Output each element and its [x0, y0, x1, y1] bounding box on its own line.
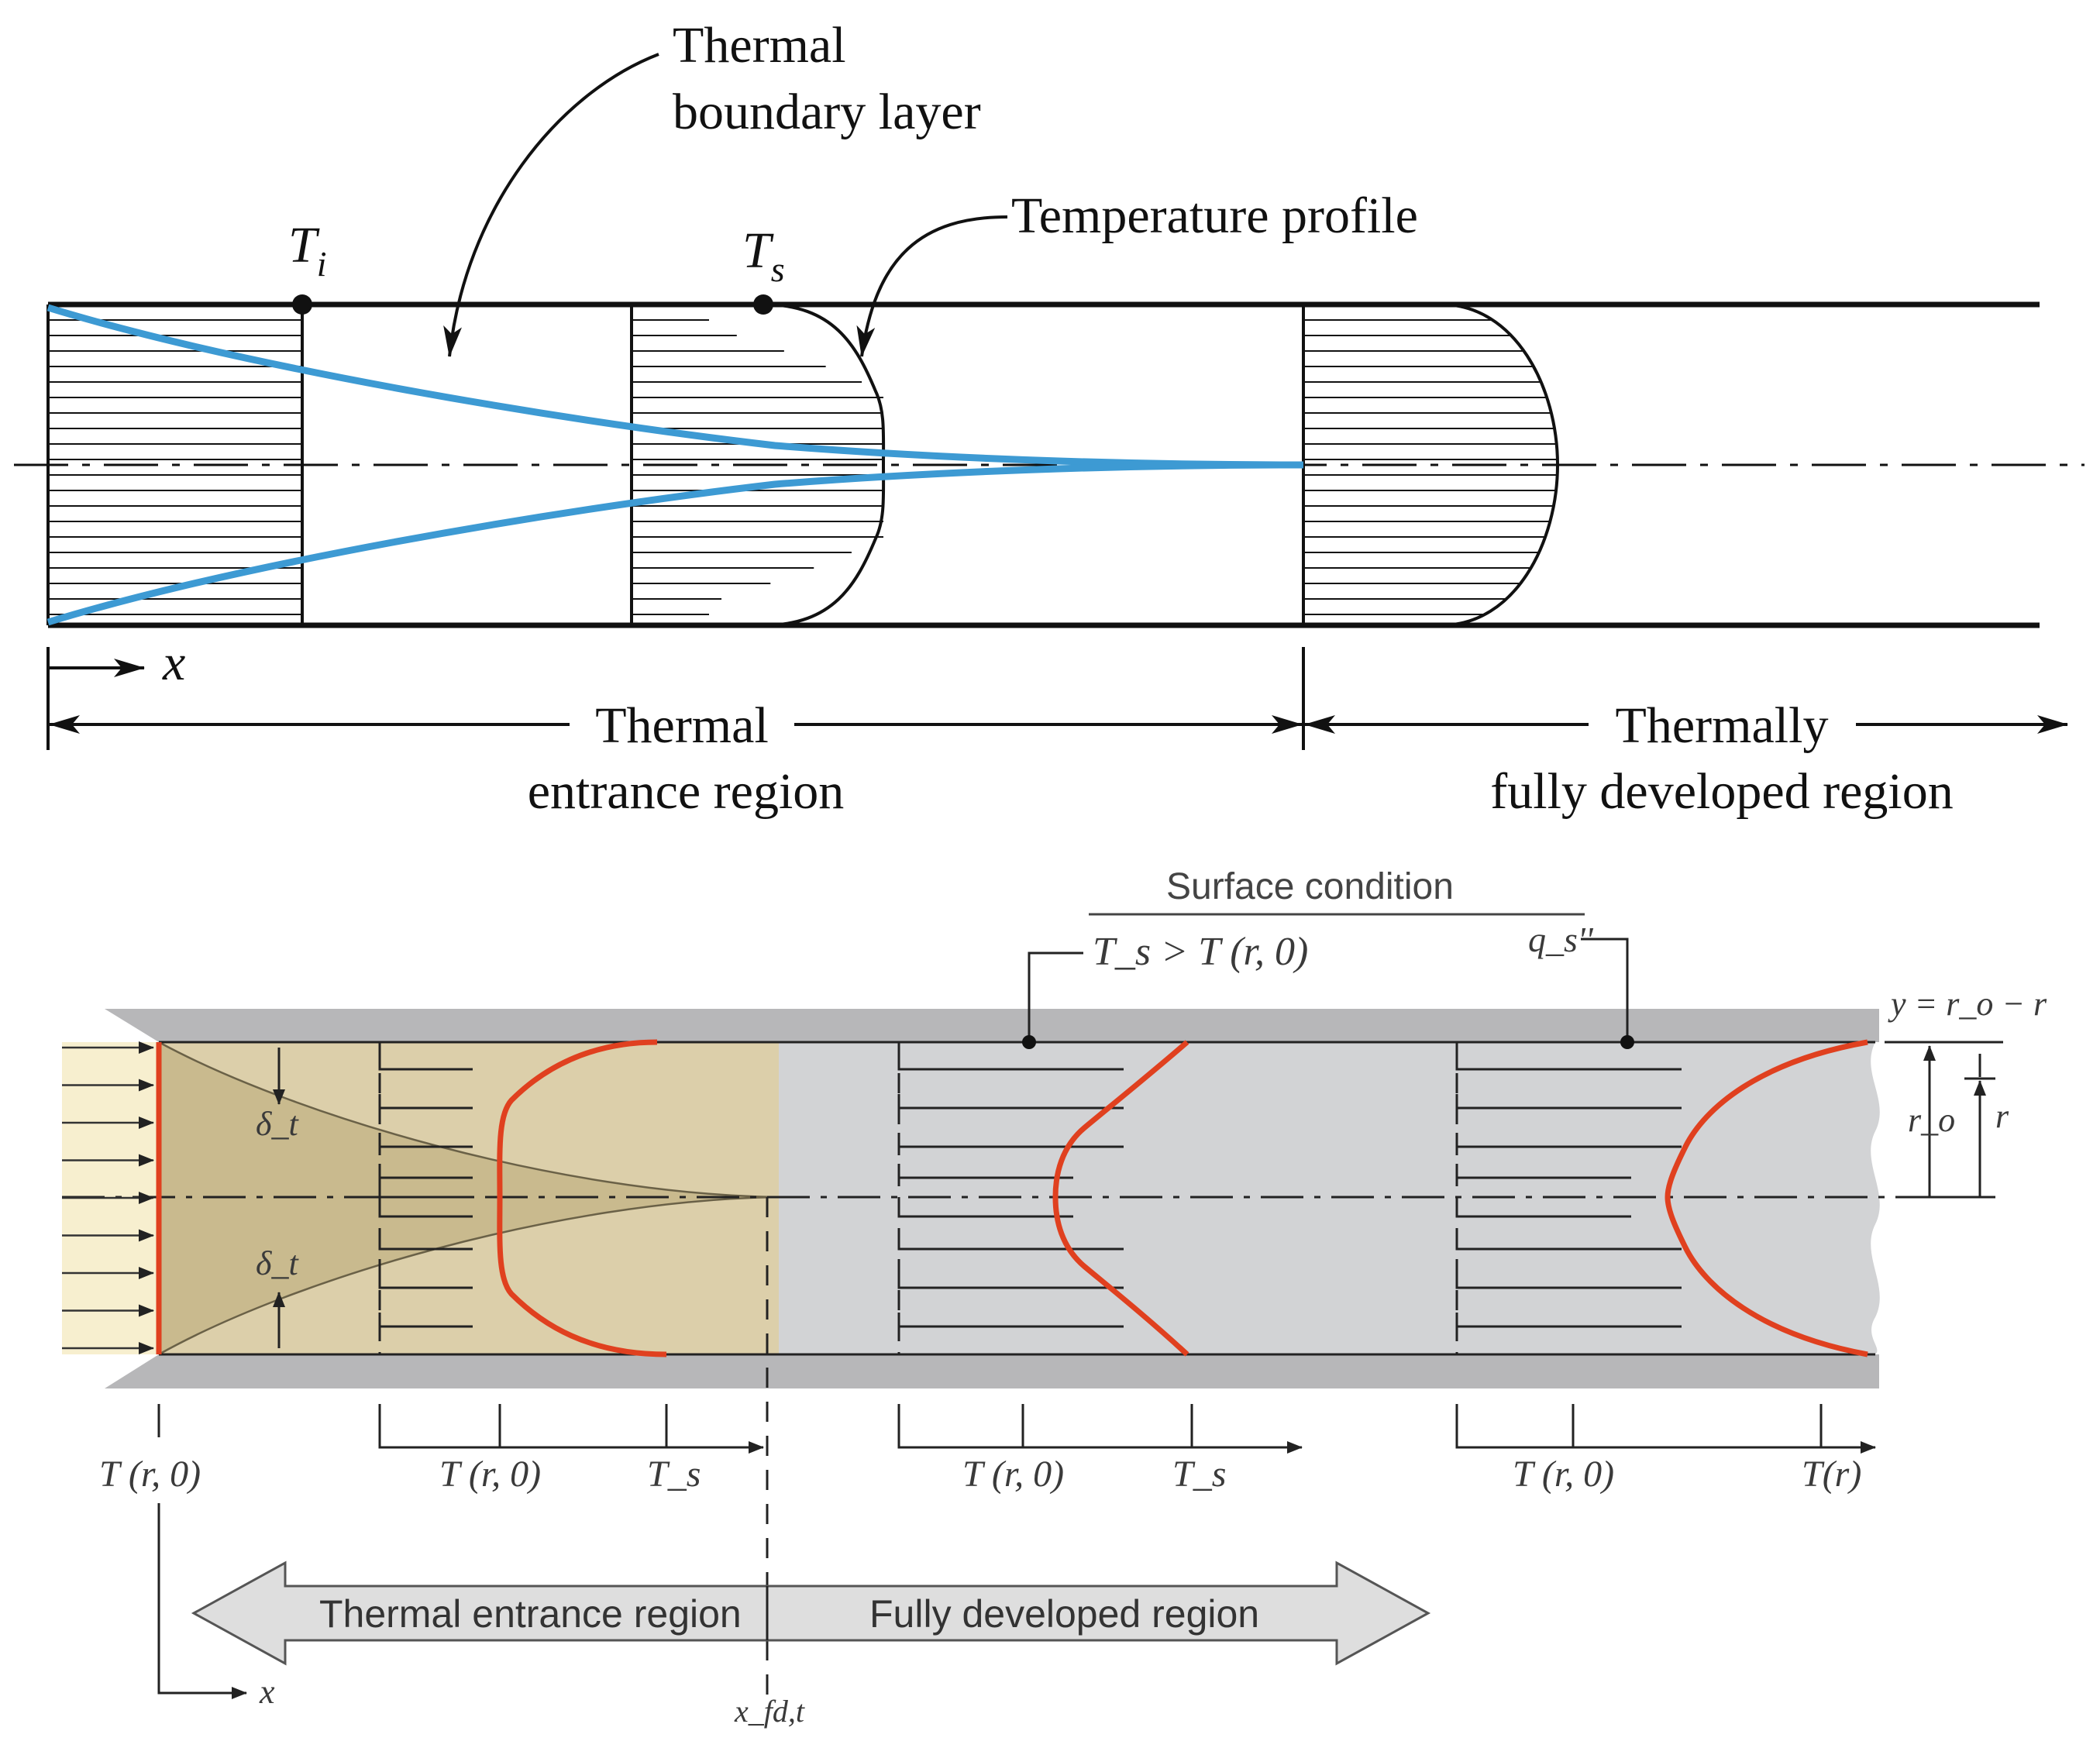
- inflow-arrows: [62, 1041, 154, 1354]
- profile-bar: [897, 1274, 1124, 1289]
- bottom-x-axis: [157, 1503, 247, 1699]
- label-surface-condition: Surface condition: [1166, 866, 1454, 907]
- bottom-diagram: δ_t δ_t Surface condition T_s > T (r, 0)…: [62, 866, 2047, 1729]
- condition-flux-point: [1620, 1035, 1634, 1049]
- bottom-lower-wall: [105, 1354, 1879, 1388]
- bottom-upper-wall: [105, 1009, 1879, 1042]
- temperature-axis: [378, 1404, 764, 1454]
- profile-bar-groups: [378, 1042, 1682, 1354]
- profile-bar: [378, 1183, 473, 1199]
- profile-bar: [378, 1313, 473, 1328]
- profile-bar: [897, 1133, 1124, 1148]
- profile-bar: [378, 1203, 473, 1218]
- condition-flux-leader: [1581, 938, 1629, 1042]
- label-thermal-entrance-region-2: entrance region: [528, 763, 845, 820]
- temperature-axis: [1455, 1404, 1876, 1454]
- region-double-arrow: [191, 1560, 1431, 1666]
- label-temperature-axis-tick: T (r, 0): [439, 1454, 541, 1495]
- developed-temperature-profile-mid: [1052, 1040, 1189, 1357]
- label-y-equation: y = r_o − r: [1888, 985, 2047, 1023]
- temperature-axes: T (r, 0) T_s T (r, 0) T_s T (r, 0) T(r): [378, 1404, 1876, 1495]
- developed-temperature-profile-right: [1665, 1039, 1868, 1357]
- top-diagram: Thermal boundary layer Temperature profi…: [14, 17, 2085, 820]
- top-mid-profile-curve: [763, 303, 886, 627]
- label-thermally-developed-1: Thermally: [1616, 697, 1829, 754]
- label-temperature-profile: Temperature profile: [1011, 188, 1418, 244]
- label-condition-temperature: T_s > T (r, 0): [1093, 930, 1308, 974]
- label-r: r: [1995, 1097, 2009, 1135]
- profile-bar: [1455, 1274, 1682, 1289]
- top-Ts-point: [753, 294, 773, 315]
- label-bottom-fully-developed-region: Fully developed region: [869, 1592, 1259, 1636]
- label-x-top: x: [162, 635, 185, 691]
- profile-bar: [1455, 1203, 1631, 1218]
- label-temperature-axis-tick: T (r, 0): [962, 1454, 1064, 1495]
- label-delta-t-upper: δ_t: [256, 1105, 299, 1143]
- label-thermal-entrance-region-1: Thermal: [595, 697, 769, 754]
- profile-bar: [378, 1094, 473, 1110]
- profile-bar: [897, 1313, 1124, 1328]
- condition-temperature-point: [1022, 1035, 1036, 1049]
- profile-bar: [1455, 1313, 1682, 1328]
- top-boundary-layer-lower: [46, 461, 1304, 626]
- boundary-layer-leader-arrow: [443, 53, 659, 357]
- temperature-profile-leader-arrow: [856, 215, 1008, 357]
- top-dev-profile-curve: [1303, 303, 1560, 627]
- profile-bar: [1455, 1055, 1682, 1071]
- profile-bar: [1455, 1164, 1631, 1179]
- label-temperature-axis-tick: T (r, 0): [1513, 1454, 1614, 1495]
- label-x-fd: x_fd,t: [734, 1694, 805, 1729]
- profile-bar: [378, 1235, 473, 1251]
- profile-bar: [378, 1133, 473, 1148]
- label-Ts: Ts: [742, 222, 785, 289]
- profile-bar: [897, 1094, 1124, 1110]
- label-thermal-boundary-layer-2: boundary layer: [673, 84, 981, 140]
- label-temperature-axis-tick: T(r): [1802, 1454, 1861, 1495]
- condition-temperature-leader: [1028, 951, 1083, 1042]
- profile-bar: [897, 1164, 1073, 1179]
- temperature-axis: [897, 1404, 1303, 1454]
- profile-bar: [1455, 1133, 1682, 1148]
- label-temperature-axis-tick: T_s: [647, 1454, 701, 1495]
- label-thermally-developed-2: fully developed region: [1490, 763, 1953, 820]
- label-thermal-boundary-layer-1: Thermal: [673, 17, 846, 74]
- profile-bar: [378, 1055, 473, 1071]
- profile-bar: [1455, 1235, 1682, 1251]
- profile-bar: [1455, 1094, 1682, 1110]
- label-T-r0-inlet: T (r, 0): [99, 1454, 201, 1495]
- top-Ti-point: [292, 294, 312, 315]
- label-ro: r_o: [1908, 1101, 1955, 1139]
- label-delta-t-lower: δ_t: [256, 1244, 299, 1282]
- profile-bar: [378, 1274, 473, 1289]
- label-bottom-thermal-entrance-region: Thermal entrance region: [319, 1592, 742, 1636]
- label-temperature-axis-tick: T_s: [1172, 1454, 1226, 1495]
- label-x-bottom: x: [259, 1673, 275, 1711]
- label-Ti: Ti: [288, 217, 327, 284]
- profile-bar: [897, 1203, 1073, 1218]
- profile-bar: [897, 1235, 1124, 1251]
- top-boundary-layer-upper: [46, 304, 1304, 469]
- entrance-temperature-profile: [497, 1039, 667, 1357]
- profile-bar: [897, 1055, 1124, 1071]
- profile-bar: [378, 1164, 473, 1179]
- top-profile-hatching: [48, 319, 1558, 615]
- fully-developed-fill: [779, 1042, 1880, 1354]
